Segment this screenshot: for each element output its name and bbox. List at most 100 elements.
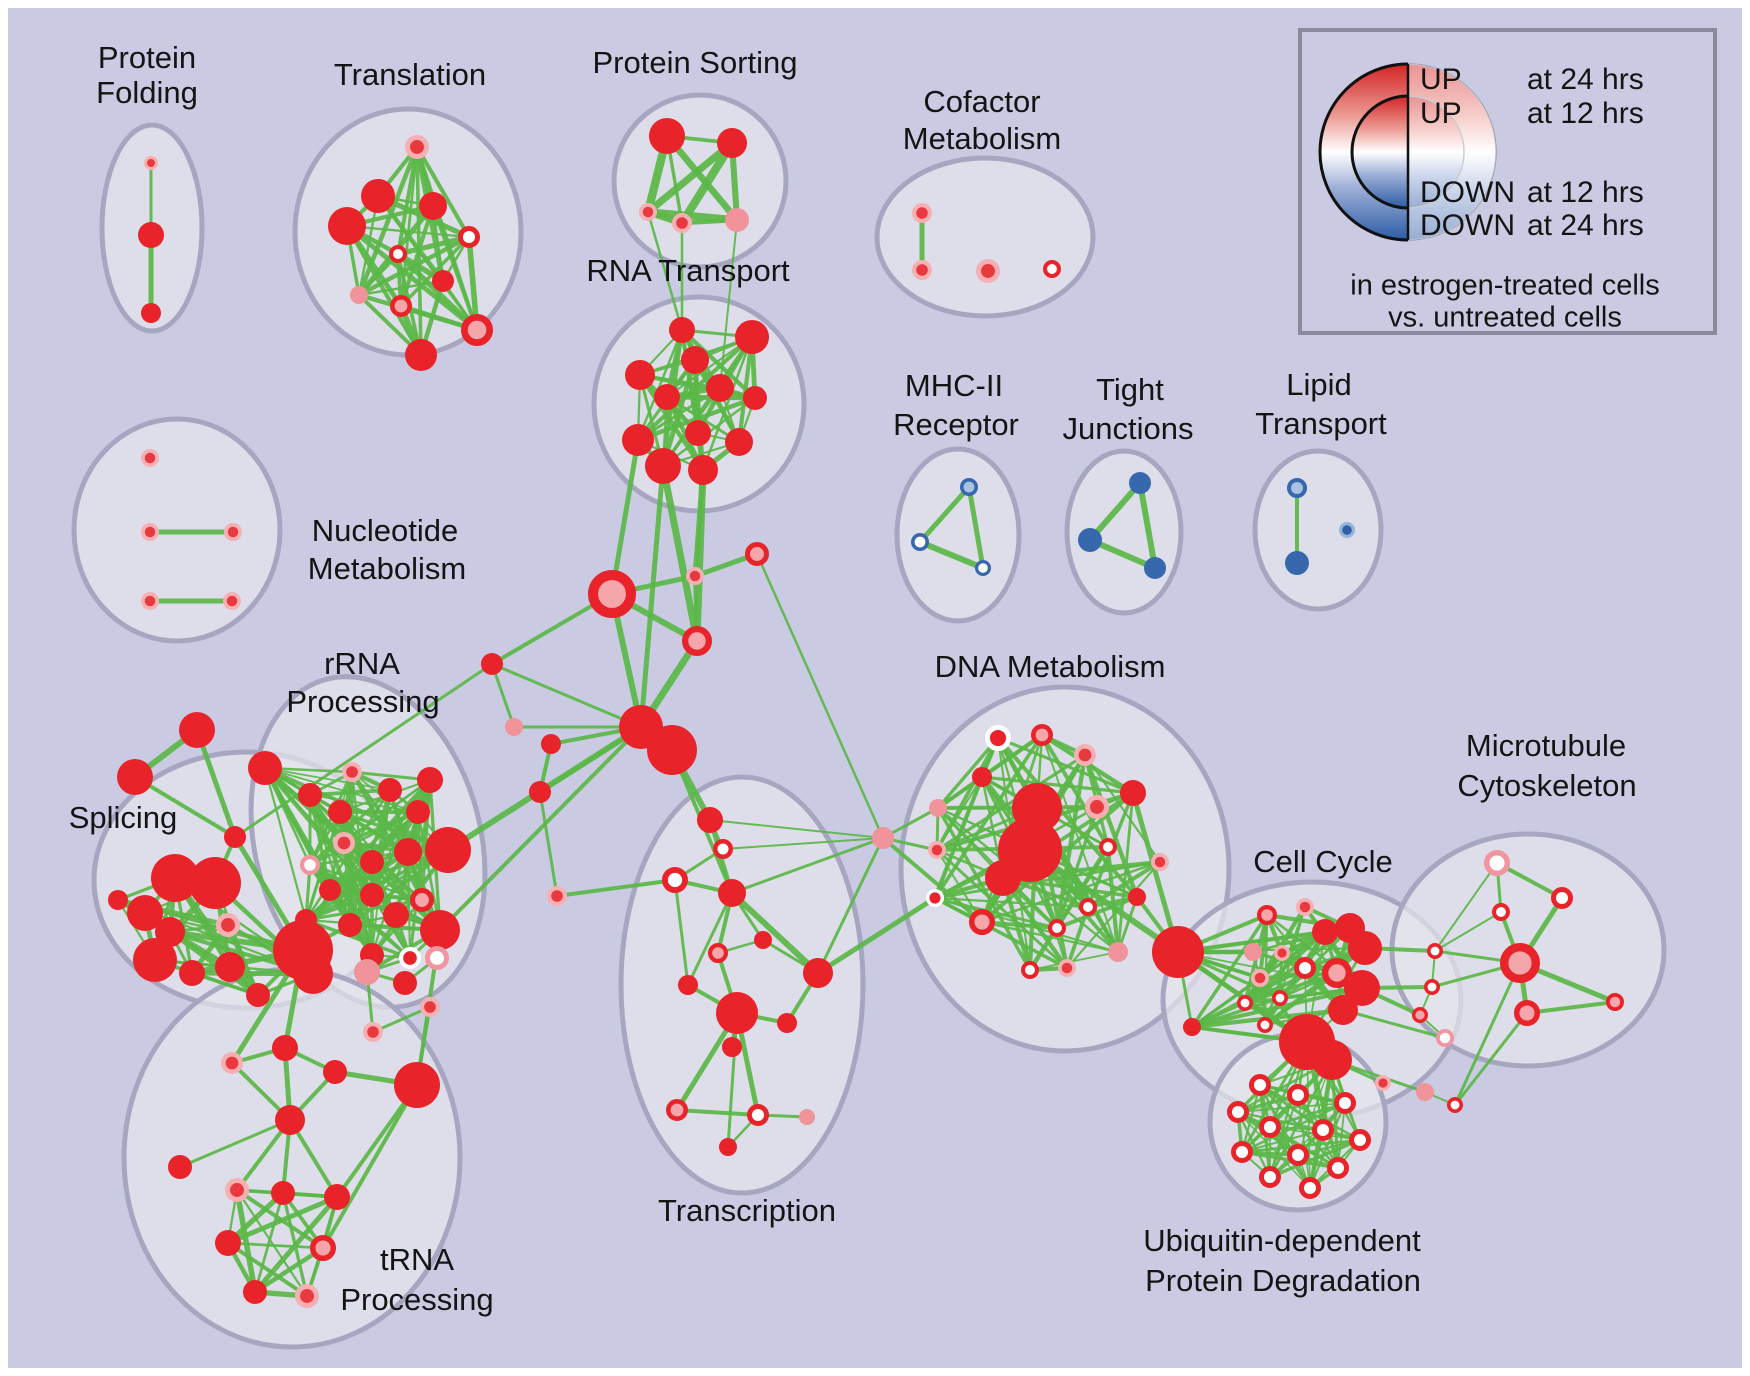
node-cc10[interactable] [1348, 931, 1382, 965]
node-tn9[interactable] [777, 1013, 797, 1033]
node-dm10[interactable] [1120, 780, 1146, 806]
node-rt10[interactable] [725, 428, 753, 456]
node-cc3[interactable] [1296, 898, 1315, 917]
node-tn6[interactable] [707, 942, 728, 963]
node-mt13[interactable] [1447, 1097, 1464, 1114]
node-cc16[interactable] [1257, 1016, 1274, 1033]
node-sp3[interactable] [127, 895, 163, 931]
node-th6[interactable] [243, 1280, 267, 1304]
node-th4[interactable] [215, 1230, 241, 1256]
node-w4[interactable] [505, 718, 523, 736]
node-rt3[interactable] [625, 360, 655, 390]
node-mh3[interactable] [974, 559, 991, 576]
node-rt12[interactable] [688, 455, 718, 485]
node-dm21[interactable] [1058, 959, 1077, 978]
node-dm14[interactable] [926, 889, 945, 908]
node-mt12[interactable] [1416, 1083, 1434, 1101]
node-tr8[interactable] [350, 286, 368, 304]
node-sp10[interactable] [246, 983, 270, 1007]
node-sp7[interactable] [179, 960, 205, 986]
node-dm20[interactable] [1021, 961, 1040, 980]
node-ps5[interactable] [725, 208, 749, 232]
node-rt9[interactable] [685, 420, 711, 446]
node-ps2[interactable] [717, 128, 747, 158]
node-dm19[interactable] [1108, 942, 1128, 962]
node-rr2[interactable] [298, 783, 322, 807]
node-ub8[interactable] [1230, 1140, 1253, 1163]
node-tr10[interactable] [460, 313, 493, 346]
node-tn14[interactable] [799, 1109, 815, 1125]
node-rt8[interactable] [622, 424, 654, 456]
node-mt8[interactable] [1424, 978, 1441, 995]
node-mt6[interactable] [1606, 993, 1625, 1012]
node-ub11[interactable] [1258, 1165, 1281, 1188]
node-th5[interactable] [310, 1234, 337, 1261]
node-t3[interactable] [224, 826, 246, 848]
node-w1[interactable] [541, 734, 561, 754]
node-tl1[interactable] [546, 885, 567, 906]
node-cc12[interactable] [1344, 970, 1380, 1006]
node-pk3[interactable] [420, 996, 441, 1017]
node-rr1[interactable] [248, 751, 282, 785]
node-tc2[interactable] [272, 1035, 298, 1061]
node-ps3[interactable] [639, 202, 658, 221]
node-dm3[interactable] [1074, 743, 1097, 766]
node-th3[interactable] [324, 1184, 350, 1210]
node-tn2[interactable] [713, 839, 733, 859]
node-pk2[interactable] [424, 946, 449, 971]
node-tr9[interactable] [389, 294, 412, 317]
node-cc15[interactable] [1237, 994, 1254, 1011]
node-lp2[interactable] [1285, 551, 1309, 575]
node-sp1[interactable] [151, 854, 199, 902]
node-dm5[interactable] [929, 799, 947, 817]
node-dm16[interactable] [1079, 898, 1098, 917]
node-mt3[interactable] [1492, 903, 1511, 922]
node-sp2[interactable] [189, 857, 241, 909]
node-dm6[interactable] [928, 841, 947, 860]
node-tj3[interactable] [1144, 557, 1166, 579]
node-tn7[interactable] [678, 975, 698, 995]
node-ch4[interactable] [682, 626, 713, 657]
node-rr14[interactable] [360, 883, 384, 907]
node-cc14[interactable] [1272, 989, 1289, 1006]
node-ub7[interactable] [1348, 1128, 1371, 1151]
node-cc2[interactable] [1256, 904, 1277, 925]
node-cc11[interactable] [1322, 958, 1353, 989]
node-tr6[interactable] [388, 244, 407, 263]
node-cc8[interactable] [1312, 919, 1338, 945]
node-tn12[interactable] [665, 1099, 688, 1122]
node-ch3[interactable] [587, 569, 636, 618]
node-cf4[interactable] [1043, 259, 1062, 278]
node-dm2[interactable] [1031, 723, 1054, 746]
node-tr2[interactable] [361, 179, 395, 213]
node-dm13[interactable] [1151, 853, 1170, 872]
node-t1[interactable] [179, 712, 215, 748]
node-rt1[interactable] [669, 317, 695, 343]
node-rt5[interactable] [706, 374, 734, 402]
node-ub10[interactable] [1326, 1156, 1349, 1179]
node-ub6[interactable] [1311, 1118, 1334, 1141]
node-cc4[interactable] [1244, 943, 1262, 961]
node-dm18[interactable] [1128, 888, 1146, 906]
node-lp1[interactable] [1287, 478, 1307, 498]
node-mt2[interactable] [1550, 886, 1573, 909]
node-nm2[interactable] [140, 523, 159, 542]
node-tn4[interactable] [718, 879, 746, 907]
node-rr17[interactable] [383, 902, 409, 928]
node-tj1[interactable] [1129, 472, 1151, 494]
node-tr4[interactable] [328, 207, 366, 245]
node-tr1[interactable] [404, 135, 429, 160]
node-tn8[interactable] [716, 992, 758, 1034]
node-ub1[interactable] [1248, 1073, 1271, 1096]
node-mt9[interactable] [1412, 1006, 1429, 1023]
node-dm11[interactable] [1085, 795, 1110, 820]
node-rt2[interactable] [735, 320, 769, 354]
node-rr8[interactable] [332, 831, 355, 854]
node-ccg2[interactable] [1312, 1040, 1352, 1080]
node-sp8[interactable] [215, 952, 245, 982]
node-th1[interactable] [225, 1178, 250, 1203]
node-cc1[interactable] [1183, 1018, 1201, 1036]
node-pf2[interactable] [138, 222, 164, 248]
node-tn10[interactable] [722, 1037, 742, 1057]
node-tn13[interactable] [746, 1103, 769, 1126]
